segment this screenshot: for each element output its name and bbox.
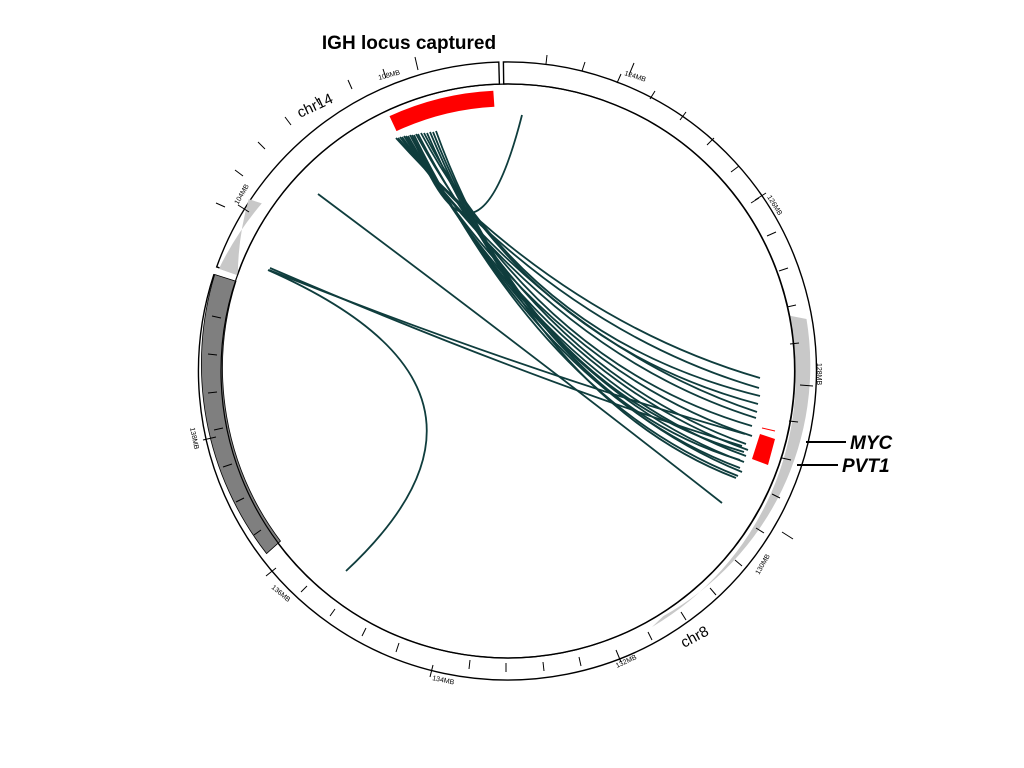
link [412,114,523,215]
tick-label: 134MB [432,675,455,687]
link [407,135,747,457]
tick-marks [207,54,800,672]
link [397,137,760,389]
gene-label-pvt1: PVT1 [842,456,890,477]
link [420,132,759,405]
link [317,193,723,504]
link [426,132,743,473]
chr8-label: chr8 [678,623,712,652]
link [413,134,739,477]
tick-label: 130MB [755,553,772,576]
link [269,267,743,447]
igh-locus-highlight [389,90,495,132]
tick-label: 136MB [270,584,292,604]
tick-label: 124MB [623,70,647,84]
interaction-links [267,114,761,572]
chr14-segment [215,61,501,276]
link [432,131,741,461]
link [415,133,753,427]
chr8-band-dark [201,273,282,555]
chr14-label: chr14 [295,90,336,121]
link [435,130,745,453]
tick-label: 108MB [378,69,402,82]
chr8-band-light [652,315,811,627]
tick-label: 128MB [815,363,822,386]
link [429,131,737,479]
link [267,269,428,572]
link [417,133,747,445]
plot-title: IGH locus captured [322,33,496,54]
major-tick-marks [202,56,814,678]
link [268,269,746,435]
chr8-segment [197,61,818,681]
chr14-band [218,199,262,276]
myc-pvt1-highlight [752,434,775,465]
gene-label-myc: MYC [850,433,893,454]
ideogram [197,61,818,681]
tick-label: 138MB [188,427,200,450]
